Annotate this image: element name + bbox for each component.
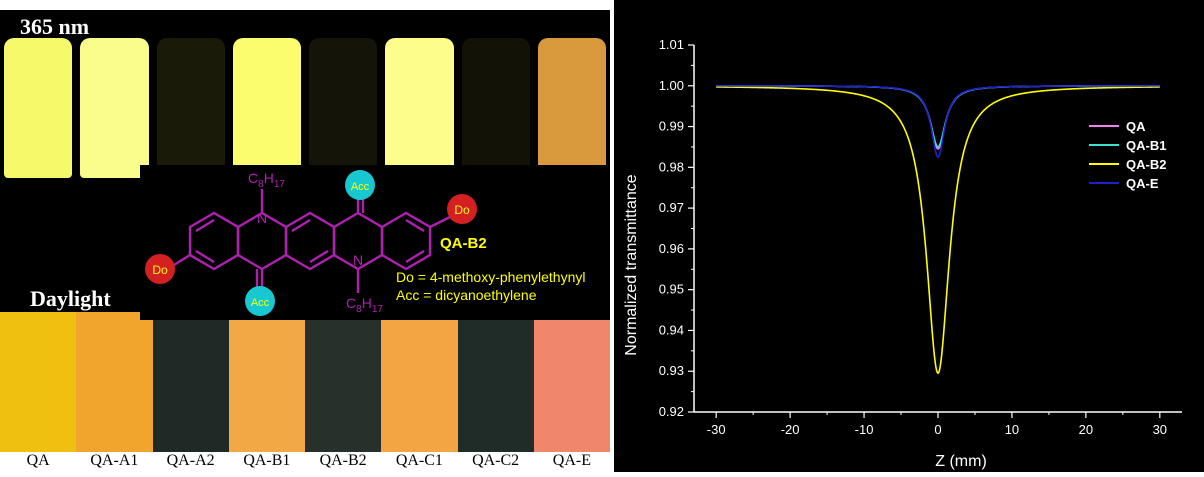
chart-series [716,85,1160,375]
acceptor-badges: Acc Acc [245,170,375,316]
uv-vial [461,38,530,178]
x-tick-label: -20 [781,422,800,437]
vial-label: QA-B1 [243,452,291,469]
svg-text:Do: Do [454,203,470,217]
donor-badges: Do Do [145,194,477,284]
nitrogen-label-1: N [257,210,267,226]
x-tick-label: 30 [1153,422,1167,437]
vial-label: QA [26,452,50,469]
legend-label: QA-B1 [1126,138,1166,153]
x-tick-label: 0 [934,422,941,437]
y-tick-label: 0.93 [659,363,684,378]
daylight-label: Daylight [30,286,111,311]
vial-label: QA-A2 [166,452,215,469]
legend-label: QA-B2 [1126,157,1166,172]
chart-svg: 0.92 0.93 0.94 0.95 0.96 0.97 0.98 0.99 1.00 1.01… [623,37,1182,470]
alkyl-label-top: C8H17 [248,170,285,190]
svg-text:Acc: Acc [351,181,370,193]
legend-label: QA-E [1126,176,1159,191]
daylight-vial [152,312,229,452]
x-tick-label: 10 [1005,422,1019,437]
nitrogen-label-2: N [353,252,363,268]
uv-vial [537,38,606,178]
uv-vial [156,38,225,178]
series-line-qa-b2 [716,86,1160,375]
uv-label: 365 nm [20,14,90,39]
y-tick-label: 0.95 [659,282,684,297]
uv-vial [385,38,454,178]
y-tick-label: 0.97 [659,200,684,215]
y-tick-label: 0.92 [659,404,684,419]
y-tick-label: 0.96 [659,241,684,256]
daylight-vial [457,312,534,452]
svg-text:Acc: Acc [251,297,270,309]
y-tick-label: 1.01 [659,37,684,52]
donor-legend: Do = 4-methoxy-phenylethynyl [396,269,586,285]
vial-label: QA-B2 [319,452,367,469]
daylight-vial [0,312,77,452]
svg-text:Do: Do [152,263,168,277]
acceptor-badge-bottom [245,286,275,316]
series-line-qa-b1 [716,85,1160,148]
daylight-vial [533,312,610,452]
acceptor-badge-top [345,170,375,200]
y-tick-label: 1.00 [659,78,684,93]
y-tick-label: 0.98 [659,159,684,174]
legend-label: QA [1126,119,1146,134]
x-tick-label: 20 [1079,422,1093,437]
x-axis-label: Z (mm) [935,453,987,470]
molecule-bonds [173,189,451,293]
uv-vial [232,38,301,178]
vial-label: QA-E [552,452,591,469]
vial-label: QA-C2 [472,452,520,469]
uv-vial [80,38,149,178]
vial-label: QA-C1 [395,452,443,469]
daylight-vial [76,312,153,452]
series-line-qa-e [716,85,1160,159]
chart-axes: 0.92 0.93 0.94 0.95 0.96 0.97 0.98 0.99 1.00 1.01… [659,37,1182,437]
alkyl-label-bottom: C8H17 [346,295,383,315]
molecule-name: QA-B2 [440,235,487,252]
uv-vial [309,38,378,178]
vial-label: QA-A1 [90,452,139,469]
z-scan-chart: 0.92 0.93 0.94 0.95 0.96 0.97 0.98 0.99 1.00 1.01… [614,0,1204,472]
daylight-vial [305,312,382,452]
chart-legend: QA QA-B1 QA-B2 QA-E [1089,119,1166,191]
molecule-structure: N N C8H17 C8H17 Do Do Acc Acc QA-B2 Do =… [140,165,610,320]
uv-vial [4,38,73,178]
donor-badge-left [145,254,175,284]
donor-badge-right [447,194,477,224]
y-tick-label: 0.99 [659,119,684,134]
daylight-vial [381,312,458,452]
x-tick-label: -30 [707,422,726,437]
acceptor-legend: Acc = dicyanoethylene [396,287,537,303]
molecule-svg: N N C8H17 C8H17 Do Do Acc Acc [145,170,477,316]
daylight-vial [228,312,305,452]
x-tick-label: -10 [855,422,874,437]
y-axis-label: Normalized transmittance [623,174,640,356]
vial-photo-panel: 365 nm Daylight N N [0,10,610,469]
series-line-qa [716,85,1160,150]
y-tick-label: 0.94 [659,322,684,337]
